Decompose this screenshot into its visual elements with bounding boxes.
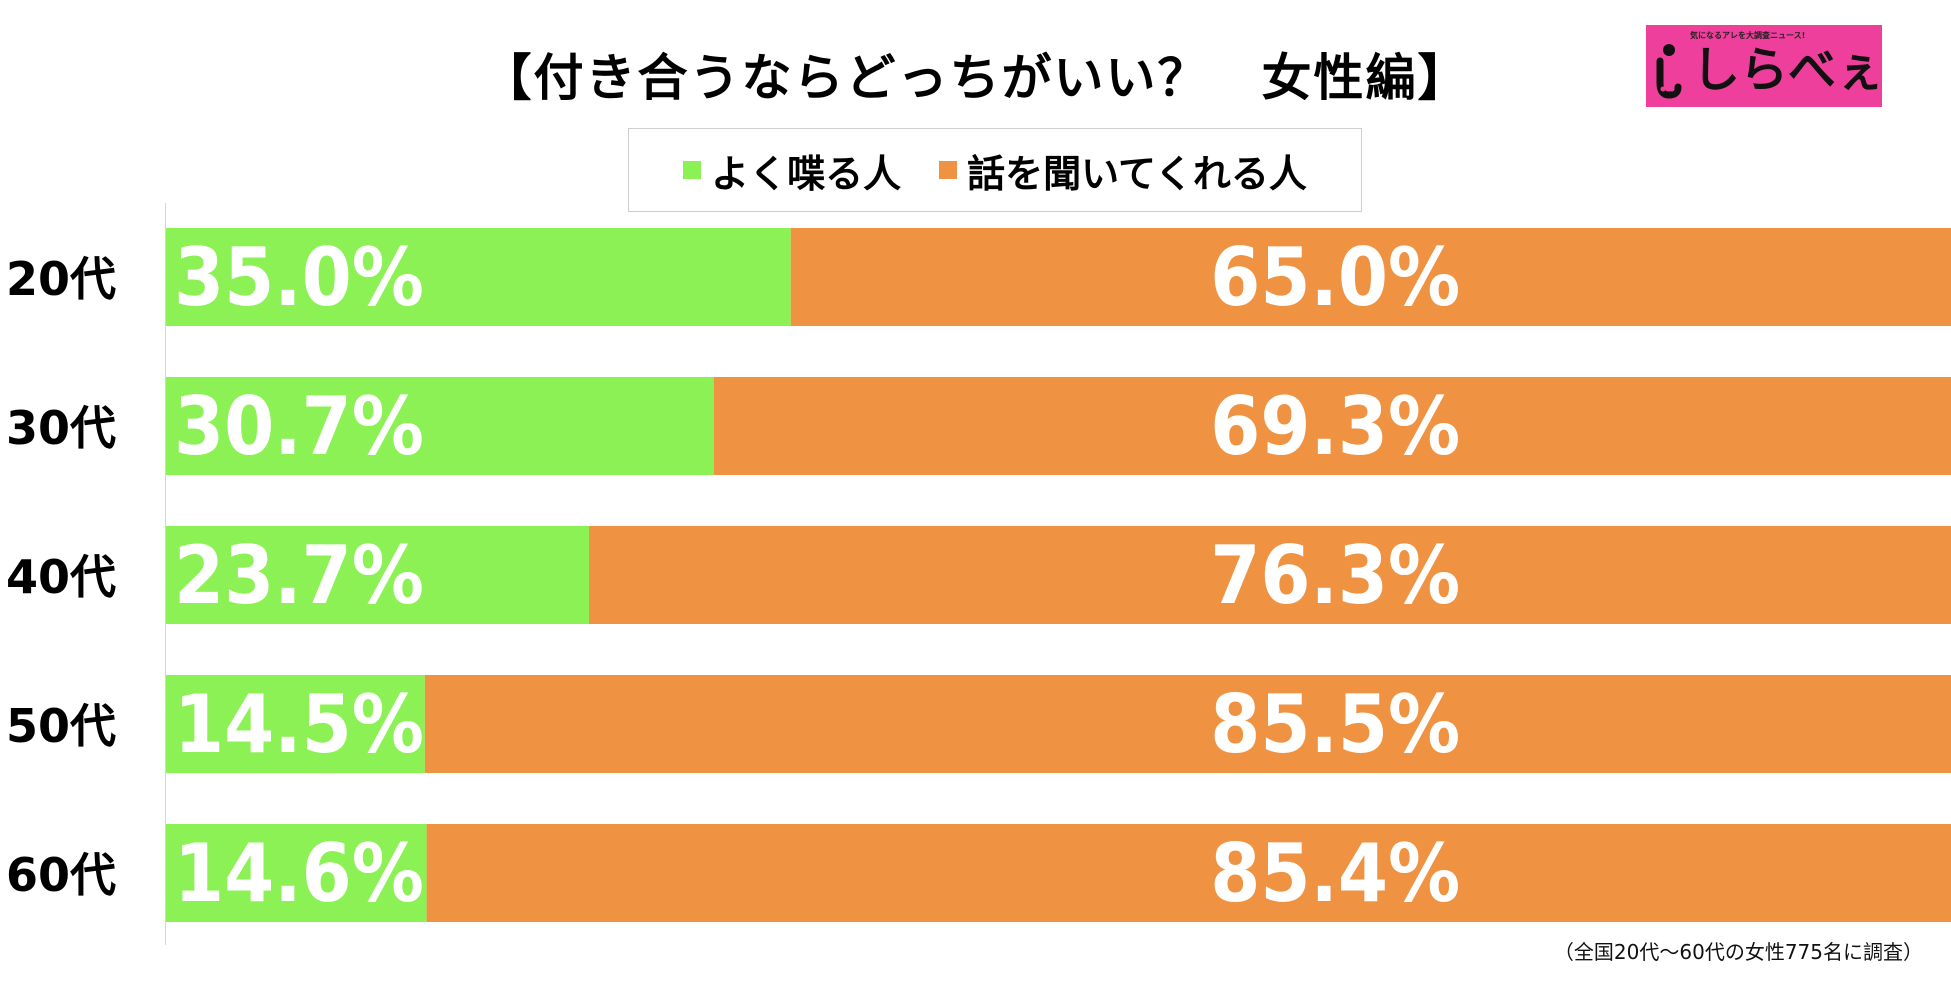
data-label-talkative: 14.5% — [174, 678, 424, 771]
data-label-listener: 69.3% — [1210, 380, 1460, 473]
chart-title: 【付き合うならどっちがいい？ 女性編】 — [481, 49, 1470, 107]
legend: よく喋る人 話を聞いてくれる人 — [628, 128, 1362, 212]
category-axis-line — [165, 203, 166, 945]
legend-item-listener: 話を聞いてくれる人 — [939, 143, 1307, 198]
category-label: 40代 — [6, 550, 116, 604]
category-label: 20代 — [6, 252, 116, 306]
data-label-listener: 76.3% — [1210, 529, 1460, 622]
category-label: 60代 — [6, 848, 116, 902]
logo-tagline: 気になるアレを大調査ニュース! — [1690, 31, 1806, 40]
data-label-listener: 85.5% — [1210, 678, 1460, 771]
logo: 気になるアレを大調査ニュース! しらべぇ — [1646, 25, 1882, 107]
data-label-talkative: 35.0% — [174, 231, 424, 324]
logo-mark-icon — [1656, 44, 1682, 99]
bar-talkative — [166, 228, 791, 326]
legend-label-talkative: よく喋る人 — [711, 151, 902, 196]
legend-swatch-listener — [939, 161, 958, 179]
bar-listener — [790, 228, 1951, 326]
bar-talkative — [166, 377, 714, 475]
bar-listener — [424, 675, 1951, 773]
category-label: 50代 — [6, 699, 116, 753]
bar-talkative — [166, 824, 427, 922]
bar-listener — [713, 377, 1951, 475]
legend-item-talkative: よく喋る人 — [683, 143, 901, 198]
data-label-talkative: 14.6% — [174, 827, 424, 920]
survey-footnote: （全国20代〜60代の女性775名に調査） — [1553, 940, 1923, 964]
bar-listener — [426, 824, 1951, 922]
legend-swatch-talkative — [683, 161, 702, 179]
logo-name: しらべぇ — [1692, 42, 1882, 98]
bar-talkative — [166, 675, 425, 773]
data-label-listener: 65.0% — [1210, 231, 1460, 324]
bar-talkative — [166, 526, 590, 624]
legend-label-listener: 話を聞いてくれる人 — [967, 151, 1307, 196]
data-label-talkative: 23.7% — [174, 529, 424, 622]
data-label-talkative: 30.7% — [174, 380, 424, 473]
category-label: 30代 — [6, 401, 116, 455]
bar-listener — [589, 526, 1951, 624]
data-label-listener: 85.4% — [1210, 827, 1460, 920]
